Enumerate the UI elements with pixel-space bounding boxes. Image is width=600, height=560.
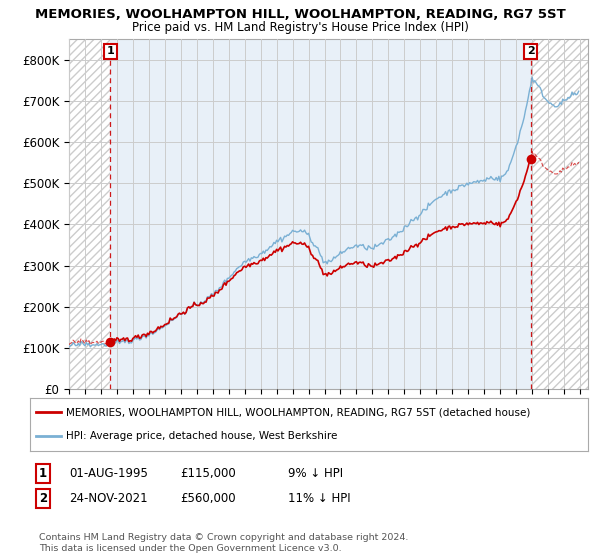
Text: 2: 2 [39, 492, 47, 505]
Text: £115,000: £115,000 [180, 466, 236, 480]
Text: MEMORIES, WOOLHAMPTON HILL, WOOLHAMPTON, READING, RG7 5ST: MEMORIES, WOOLHAMPTON HILL, WOOLHAMPTON,… [35, 8, 565, 21]
Text: 24-NOV-2021: 24-NOV-2021 [69, 492, 148, 505]
Text: 1: 1 [39, 466, 47, 480]
Text: HPI: Average price, detached house, West Berkshire: HPI: Average price, detached house, West… [66, 431, 338, 441]
Bar [530, 39, 588, 389]
Bar [69, 39, 110, 389]
Text: 11% ↓ HPI: 11% ↓ HPI [288, 492, 350, 505]
Text: MEMORIES, WOOLHAMPTON HILL, WOOLHAMPTON, READING, RG7 5ST (detached house): MEMORIES, WOOLHAMPTON HILL, WOOLHAMPTON,… [66, 408, 530, 418]
Text: 2: 2 [527, 46, 535, 57]
Text: 1: 1 [106, 46, 114, 57]
Text: 9% ↓ HPI: 9% ↓ HPI [288, 466, 343, 480]
Text: 01-AUG-1995: 01-AUG-1995 [69, 466, 148, 480]
Text: £560,000: £560,000 [180, 492, 236, 505]
Text: Price paid vs. HM Land Registry's House Price Index (HPI): Price paid vs. HM Land Registry's House … [131, 21, 469, 34]
Text: Contains HM Land Registry data © Crown copyright and database right 2024.
This d: Contains HM Land Registry data © Crown c… [39, 533, 409, 553]
